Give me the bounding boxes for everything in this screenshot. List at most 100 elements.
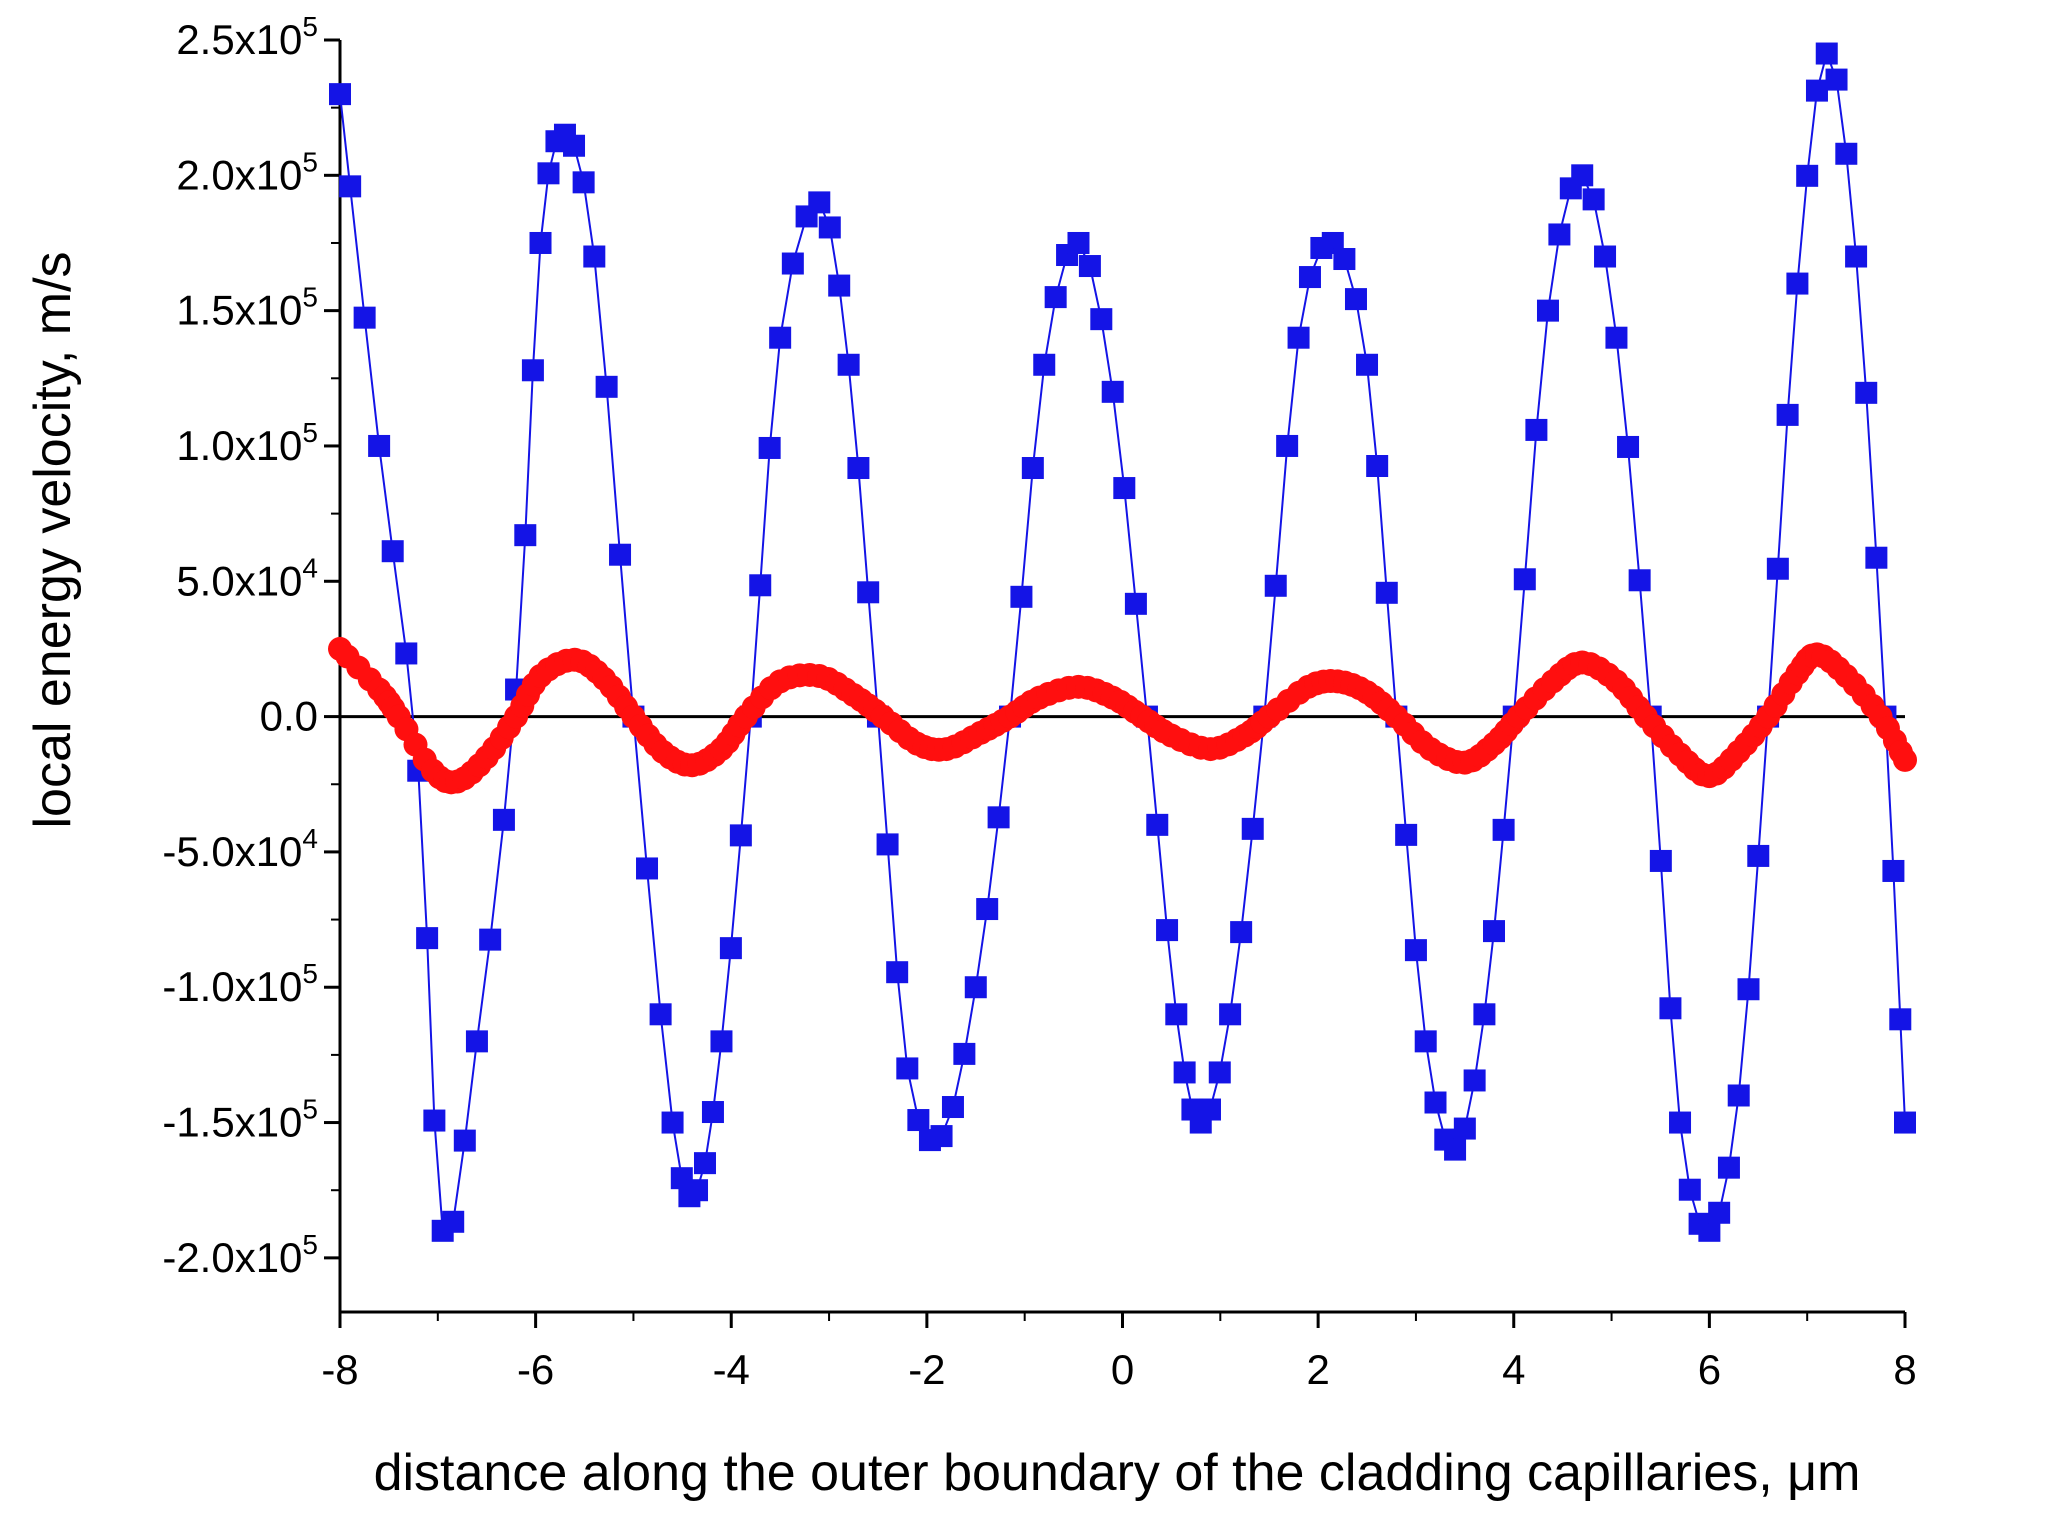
data-point bbox=[1356, 353, 1379, 376]
y-axis-ticks: 2.5x105 2.0x105 1.5x105 1.0x105 5.0x104 0.0 -5… bbox=[162, 11, 340, 1281]
data-point bbox=[1889, 1008, 1912, 1031]
data-point bbox=[907, 1109, 930, 1132]
data-point bbox=[1727, 1084, 1750, 1107]
data-point bbox=[1333, 248, 1356, 271]
data-point bbox=[686, 1179, 709, 1202]
data-point bbox=[749, 574, 772, 597]
data-point bbox=[1865, 546, 1888, 569]
data-point bbox=[1605, 326, 1628, 349]
data-point bbox=[1298, 266, 1321, 289]
data-point bbox=[381, 540, 404, 563]
data-point bbox=[1276, 434, 1299, 457]
y-tick-label: -1.5x105 bbox=[162, 1094, 318, 1146]
data-point bbox=[1375, 581, 1398, 604]
data-point bbox=[529, 231, 552, 254]
data-point bbox=[1414, 1030, 1437, 1053]
x-tick-label: 4 bbox=[1502, 1346, 1525, 1393]
data-point bbox=[886, 961, 909, 984]
y-tick-label: 0.0 bbox=[260, 693, 318, 740]
data-point bbox=[465, 1030, 488, 1053]
data-point bbox=[1444, 1138, 1467, 1161]
data-point bbox=[964, 976, 987, 999]
data-point bbox=[837, 353, 860, 376]
data-point bbox=[423, 1109, 446, 1132]
data-point bbox=[1776, 403, 1799, 426]
y-tick-label: 1.0x105 bbox=[176, 417, 318, 469]
data-point bbox=[1617, 435, 1640, 458]
data-point bbox=[1669, 1111, 1692, 1134]
data-point bbox=[987, 806, 1010, 829]
data-point bbox=[1678, 1178, 1701, 1201]
data-point bbox=[649, 1003, 672, 1026]
data-point bbox=[693, 1152, 716, 1175]
data-point bbox=[1366, 455, 1389, 478]
data-point bbox=[1737, 978, 1760, 1001]
data-point bbox=[1805, 79, 1828, 102]
data-point bbox=[1198, 1098, 1221, 1121]
data-point bbox=[1525, 418, 1548, 441]
data-point bbox=[847, 457, 870, 480]
data-point bbox=[1708, 1201, 1731, 1224]
data-point bbox=[1424, 1091, 1447, 1114]
data-point bbox=[1796, 164, 1819, 187]
data-point bbox=[1067, 231, 1090, 254]
data-point bbox=[1855, 381, 1878, 404]
data-point bbox=[1548, 223, 1571, 246]
data-point bbox=[808, 191, 831, 214]
data-point bbox=[1894, 1111, 1916, 1134]
y-tick-label: 2.0x105 bbox=[176, 146, 318, 198]
y-tick-label: -2.0x105 bbox=[162, 1229, 318, 1281]
data-point bbox=[1124, 592, 1147, 615]
data-point bbox=[1173, 1061, 1196, 1084]
data-point bbox=[1594, 245, 1617, 268]
y-axis-title: local energy velocity, m/s bbox=[24, 251, 82, 828]
data-point bbox=[563, 134, 586, 157]
data-point bbox=[930, 1125, 953, 1148]
data-point bbox=[953, 1042, 976, 1065]
series-circle-group bbox=[328, 636, 1917, 795]
x-tick-label: 6 bbox=[1698, 1346, 1721, 1393]
data-point bbox=[1893, 747, 1917, 772]
data-point bbox=[1571, 164, 1594, 187]
data-point bbox=[1463, 1069, 1486, 1092]
x-tick-label: 0 bbox=[1111, 1346, 1134, 1393]
data-point bbox=[595, 375, 618, 398]
data-point bbox=[1033, 353, 1056, 376]
data-point bbox=[828, 274, 851, 297]
data-point bbox=[1786, 272, 1809, 295]
data-point bbox=[1404, 939, 1427, 962]
data-point bbox=[781, 252, 804, 275]
data-point bbox=[1010, 585, 1033, 608]
data-point bbox=[353, 306, 376, 329]
data-point bbox=[583, 245, 606, 268]
data-point bbox=[1698, 1219, 1721, 1242]
data-point bbox=[729, 824, 752, 847]
data-point bbox=[1628, 569, 1651, 592]
data-point bbox=[1113, 477, 1136, 500]
data-point bbox=[1021, 457, 1044, 480]
data-point bbox=[1825, 68, 1848, 91]
data-point bbox=[1649, 849, 1672, 872]
x-tick-label: -4 bbox=[713, 1346, 750, 1393]
data-point bbox=[1717, 1156, 1740, 1179]
data-point bbox=[521, 359, 544, 382]
data-point bbox=[1747, 844, 1770, 867]
data-point bbox=[1101, 380, 1124, 403]
data-point bbox=[1473, 1003, 1496, 1026]
y-tick-label: 5.0x104 bbox=[176, 552, 318, 604]
x-axis-title: distance along the outer boundary of the… bbox=[374, 1444, 1861, 1502]
data-point bbox=[769, 326, 792, 349]
x-tick-label: -6 bbox=[517, 1346, 554, 1393]
data-point bbox=[453, 1129, 476, 1152]
data-point bbox=[896, 1057, 919, 1080]
data-point bbox=[1090, 308, 1113, 331]
y-tick-label: 2.5x105 bbox=[176, 11, 318, 63]
data-point bbox=[1156, 919, 1179, 942]
data-point bbox=[1815, 42, 1838, 65]
data-point bbox=[416, 927, 439, 950]
data-point bbox=[368, 434, 391, 457]
data-point bbox=[1835, 142, 1858, 165]
data-point bbox=[941, 1096, 964, 1119]
data-point bbox=[876, 833, 899, 856]
data-point bbox=[1536, 299, 1559, 322]
